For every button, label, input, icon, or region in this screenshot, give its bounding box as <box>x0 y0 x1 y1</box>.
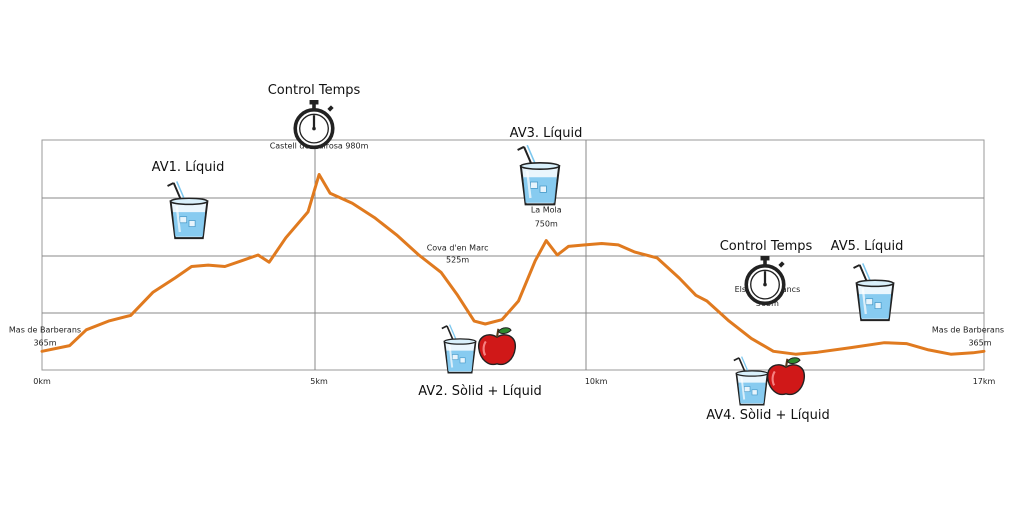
water-cup-icon <box>440 323 477 374</box>
annotation-label: 750m <box>535 220 558 229</box>
control-label: Control Temps <box>720 239 813 254</box>
annotation-label: 365m <box>968 338 991 347</box>
station-label: AV5. Líquid <box>831 239 904 254</box>
x-tick-label: 10km <box>585 377 608 386</box>
x-tick-label: 0km <box>33 377 51 386</box>
aid-station-av5: AV5. Líquid <box>831 239 904 322</box>
station-label: AV4. Sòlid + Líquid <box>706 408 830 423</box>
station-label: AV3. Líquid <box>510 126 583 141</box>
chart-frame <box>41 139 985 371</box>
water-cup-icon <box>852 262 895 322</box>
x-tick-label: 17km <box>973 377 996 386</box>
annotation-label: 525m <box>446 255 469 264</box>
water-cup-icon <box>516 143 561 206</box>
plot-border <box>41 139 985 371</box>
stopwatch-icon <box>293 100 336 150</box>
annotation-label: 365m <box>33 338 56 347</box>
water-cup-icon <box>732 355 769 406</box>
annotation-label: Cova d'en Marc <box>427 243 489 252</box>
apple-icon <box>477 326 517 366</box>
control-label: Control Temps <box>268 83 361 98</box>
water-cup-icon <box>166 180 209 240</box>
elevation-line <box>40 173 986 356</box>
control-station-2: Control Temps <box>720 239 813 306</box>
annotation-label: Mas de Barberans <box>9 325 81 334</box>
aid-station-av4: AV4. Sòlid + Líquid <box>706 355 830 423</box>
station-label: AV1. Líquid <box>152 160 225 175</box>
x-axis-ticks: 0km 5km 10km 17km <box>33 377 995 386</box>
aid-station-av2: AV2. Sòlid + Líquid <box>418 323 542 399</box>
station-label: AV2. Sòlid + Líquid <box>418 384 542 399</box>
annotation-label: Mas de Barberans <box>932 325 1004 334</box>
control-station-1: Control Temps <box>268 83 361 150</box>
aid-station-av3: AV3. Líquid <box>510 126 583 206</box>
x-tick-label: 5km <box>310 377 328 386</box>
aid-station-av1: AV1. Líquid <box>152 160 225 240</box>
stopwatch-icon <box>744 256 787 306</box>
annotation-label: La Mola <box>531 206 562 215</box>
apple-icon <box>766 356 806 396</box>
